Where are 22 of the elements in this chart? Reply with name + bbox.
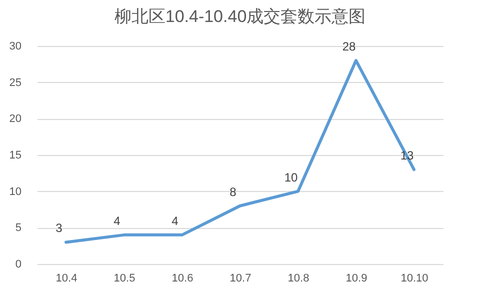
x-tick-label: 10.7 — [230, 272, 252, 284]
data-label: 4 — [172, 214, 179, 228]
x-tick-label: 10.9 — [346, 272, 368, 284]
data-label: 28 — [342, 40, 356, 54]
y-tick-label: 25 — [9, 76, 22, 89]
x-tick-label: 10.5 — [114, 272, 136, 284]
chart-title: 柳北区10.4-10.40成交套数示意图 — [114, 7, 366, 26]
x-tick-label: 10.10 — [400, 272, 428, 284]
y-tick-label: 5 — [15, 222, 22, 234]
data-label: 3 — [56, 221, 63, 236]
y-tick-label: 10 — [9, 186, 22, 198]
data-label: 10 — [284, 170, 298, 184]
x-tick-label: 10.6 — [172, 272, 194, 284]
y-tick-label: 0 — [15, 258, 22, 270]
y-tick-label: 20 — [9, 113, 22, 126]
x-tick-label: 10.4 — [56, 272, 78, 284]
data-label: 4 — [114, 214, 121, 228]
y-tick-label: 15 — [9, 150, 22, 162]
x-tick-label: 10.8 — [288, 272, 310, 284]
y-tick-label: 30 — [9, 40, 22, 52]
data-label: 8 — [230, 184, 237, 199]
line-series — [64, 59, 416, 244]
